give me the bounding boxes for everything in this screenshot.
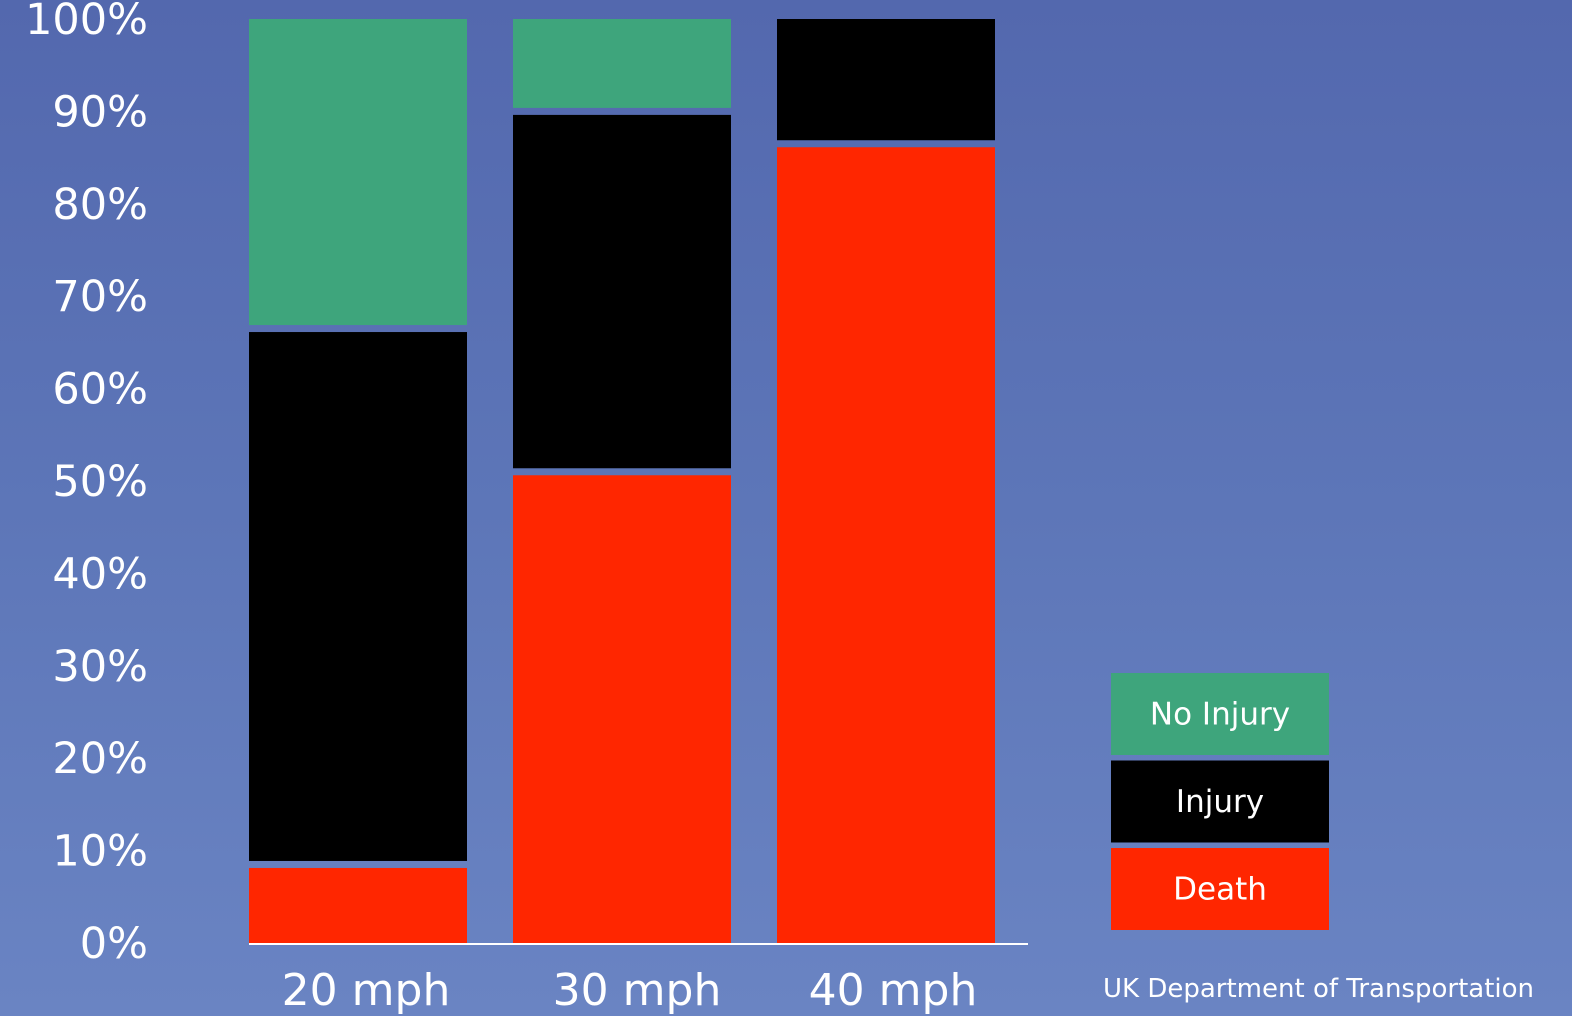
y-tick-label: 30% bbox=[52, 642, 148, 692]
x-axis: 20 mph 30 mph 40 mph bbox=[282, 965, 978, 1016]
y-tick-label: 90% bbox=[52, 87, 148, 137]
bar-segment-injury bbox=[777, 19, 995, 141]
y-tick-label: 0% bbox=[80, 919, 148, 969]
bar-segment-injury bbox=[513, 114, 731, 469]
y-tick-label: 40% bbox=[52, 549, 148, 599]
y-tick-label: 50% bbox=[52, 457, 148, 507]
legend: No Injury Injury Death bbox=[1111, 673, 1329, 930]
x-tick-label: 20 mph bbox=[282, 965, 451, 1016]
legend-label-injury: Injury bbox=[1176, 784, 1264, 820]
y-tick-label: 80% bbox=[52, 180, 148, 230]
legend-label-no-injury: No Injury bbox=[1150, 697, 1290, 733]
y-tick-label: 70% bbox=[52, 272, 148, 322]
bar-segment-death bbox=[777, 147, 995, 944]
y-tick-label: 10% bbox=[52, 827, 148, 877]
x-tick-label: 30 mph bbox=[553, 965, 722, 1016]
bar-segment-no-injury bbox=[513, 19, 731, 108]
y-axis: 0% 10% 20% 30% 40% 50% 60% 70% 80% 90% 100% bbox=[25, 0, 148, 969]
legend-swatch-death bbox=[1111, 848, 1329, 930]
bar-segment-injury bbox=[249, 332, 467, 861]
bars bbox=[249, 19, 995, 944]
y-tick-label: 20% bbox=[52, 734, 148, 784]
source-caption: UK Department of Transportation bbox=[1103, 974, 1535, 1004]
bar-segment-no-injury bbox=[249, 19, 467, 326]
legend-swatch-no-injury bbox=[1111, 673, 1329, 755]
y-tick-label: 100% bbox=[25, 0, 148, 45]
legend-swatch-injury bbox=[1111, 760, 1329, 843]
bar-segment-death bbox=[513, 475, 731, 943]
y-tick-label: 60% bbox=[52, 365, 148, 415]
legend-label-death: Death bbox=[1173, 872, 1267, 908]
x-tick-label: 40 mph bbox=[809, 965, 978, 1016]
bar-segment-death bbox=[249, 867, 467, 943]
